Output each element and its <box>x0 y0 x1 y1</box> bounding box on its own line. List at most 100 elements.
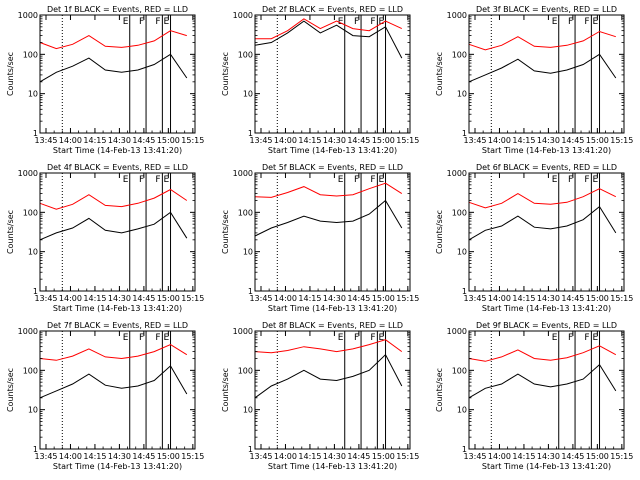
x-axis-label: Start Time (14-Feb-13 13:41:20) <box>482 304 611 313</box>
x-tick-label: 13:45 <box>463 452 486 461</box>
flag-label: E <box>164 175 170 185</box>
x-tick-label: 14:30 <box>323 452 346 461</box>
x-tick-label: 14:00 <box>59 452 82 461</box>
plot-frame <box>468 172 625 292</box>
x-axis-label: Start Time (14-Feb-13 13:41:20) <box>482 146 611 155</box>
x-tick-label: 14:45 <box>347 136 370 145</box>
flag-label: E <box>338 17 344 27</box>
flag-label: F <box>139 175 144 185</box>
x-tick-label: 14:00 <box>488 136 511 145</box>
x-tick-label: 14:15 <box>512 294 535 303</box>
x-tick-label: 14:30 <box>108 136 131 145</box>
y-axis-label: Counts/sec <box>221 368 230 412</box>
flag-label: E <box>123 175 129 185</box>
x-tick-label: 14:00 <box>274 452 297 461</box>
y-tick-label: 10 <box>28 90 38 99</box>
flag-label: E <box>164 17 170 27</box>
y-tick-label: 10 <box>457 90 467 99</box>
lld-series-line <box>255 18 403 40</box>
x-tick-label: 14:15 <box>83 136 106 145</box>
y-tick-label: 10 <box>28 406 38 415</box>
y-tick-label: 100 <box>452 208 467 217</box>
panel-title: Det 2f BLACK = Events, RED = LLD <box>262 5 403 14</box>
flag-label: E <box>338 333 344 343</box>
y-axis-label: Counts/sec <box>6 210 15 254</box>
y-axis-label: Counts/sec <box>221 210 230 254</box>
x-tick-label: 14:15 <box>512 452 535 461</box>
flag-label: F <box>584 175 589 185</box>
y-tick-label: 1 <box>33 287 38 296</box>
x-tick-label: 15:15 <box>181 136 204 145</box>
x-tick-label: 14:30 <box>323 136 346 145</box>
panel-title: Det 7f BLACK = Events, RED = LLD <box>47 321 188 330</box>
flag-label: F <box>155 17 160 27</box>
plot-frame <box>39 330 196 450</box>
y-tick-label: 10 <box>457 406 467 415</box>
x-tick-label: 14:30 <box>537 294 560 303</box>
plot-frame <box>39 14 196 134</box>
flag-label: E <box>123 333 129 343</box>
x-tick-label: 15:00 <box>157 136 180 145</box>
flag-label: F <box>568 17 573 27</box>
x-tick-label: 13:45 <box>34 452 57 461</box>
events-series-line <box>468 53 617 83</box>
lld-series-line <box>468 345 617 362</box>
x-tick-label: 14:30 <box>108 294 131 303</box>
x-tick-label: 14:00 <box>488 294 511 303</box>
events-series-line <box>254 199 403 237</box>
x-axis-label: Start Time (14-Feb-13 13:41:20) <box>268 146 397 155</box>
y-tick-label: 1000 <box>447 327 467 336</box>
x-tick-label: 14:15 <box>298 452 321 461</box>
y-tick-label: 1000 <box>447 11 467 20</box>
flag-label: E <box>552 175 558 185</box>
x-tick-label: 15:15 <box>396 294 419 303</box>
x-tick-label: 14:45 <box>561 294 584 303</box>
panel-title: Det 4f BLACK = Events, RED = LLD <box>47 163 188 172</box>
flag-label: F <box>354 175 359 185</box>
x-tick-label: 14:00 <box>59 294 82 303</box>
x-tick-label: 14:30 <box>537 452 560 461</box>
y-axis-label: Counts/sec <box>435 210 444 254</box>
flag-label: F <box>370 175 375 185</box>
x-tick-label: 14:00 <box>59 136 82 145</box>
y-tick-label: 1 <box>33 129 38 138</box>
panel-title: Det 6f BLACK = Events, RED = LLD <box>476 163 617 172</box>
x-tick-label: 14:30 <box>323 294 346 303</box>
x-axis-label: Start Time (14-Feb-13 13:41:20) <box>482 462 611 471</box>
plot-frame <box>468 14 625 134</box>
y-tick-label: 1 <box>462 287 467 296</box>
x-tick-label: 15:15 <box>396 136 419 145</box>
y-tick-label: 1 <box>248 445 253 454</box>
events-series-line <box>39 211 188 241</box>
x-tick-label: 14:15 <box>83 294 106 303</box>
x-axis-label: Start Time (14-Feb-13 13:41:20) <box>53 304 182 313</box>
lld-series-line <box>468 188 617 209</box>
x-tick-label: 14:45 <box>561 452 584 461</box>
flag-label: E <box>338 175 344 185</box>
lld-series-line <box>254 339 403 354</box>
y-axis-label: Counts/sec <box>221 52 230 96</box>
x-tick-label: 15:00 <box>586 452 609 461</box>
y-tick-label: 10 <box>28 248 38 257</box>
x-tick-label: 14:45 <box>347 452 370 461</box>
y-tick-label: 1000 <box>233 11 253 20</box>
y-axis-label: Counts/sec <box>6 368 15 412</box>
events-series-line <box>39 53 188 83</box>
y-tick-label: 1 <box>462 129 467 138</box>
plot-frame <box>39 172 196 292</box>
x-tick-label: 13:45 <box>34 136 57 145</box>
y-axis-label: Counts/sec <box>435 52 444 96</box>
y-tick-label: 100 <box>452 50 467 59</box>
x-tick-label: 13:45 <box>249 452 272 461</box>
lld-series-line <box>254 182 403 198</box>
x-tick-label: 13:45 <box>249 136 272 145</box>
flag-label: E <box>164 333 170 343</box>
lld-series-line <box>468 30 616 51</box>
